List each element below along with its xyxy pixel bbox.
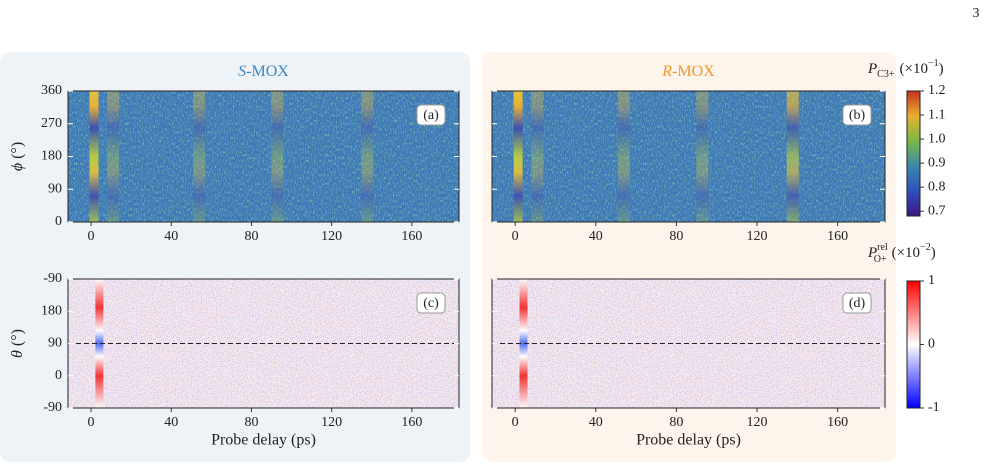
axis-unit: (°) [9,142,26,159]
x-tick-label: 40 [164,415,178,430]
title-suffix: -MOX [246,63,289,80]
stripe [617,91,630,222]
colorbar-tick-label: 1.2 [928,83,946,98]
cb-unit-end: ) [939,61,944,77]
panel-label-bg [416,104,446,126]
x-tick-label: 0 [88,415,95,430]
axis-symbol: ϕ [9,163,26,171]
y-tick-label: 270 [41,116,62,131]
colorbar-tick-label: 0.8 [928,179,946,194]
cb-subscript: O+ [874,254,887,265]
stripe [786,91,799,222]
y-tick-label: -90 [43,271,62,286]
x-tick-label: 40 [589,229,603,244]
column-title: R-MOX [661,63,715,80]
heatmap-noise [492,91,885,222]
heatmap [68,91,459,222]
x-tick-label: 80 [669,415,683,430]
cb-exponent: −2 [920,242,931,253]
colorbar-tick-label: 1.0 [928,131,946,146]
x-tick-label: 160 [401,415,422,430]
y-tick-label: 90 [48,336,62,351]
stripe [513,91,523,222]
cb-exponent: −1 [928,58,939,69]
colorbar-tick-label: 1.1 [928,107,946,122]
x-tick-label: 0 [512,229,519,244]
panel-label: (a) [423,108,439,123]
colorbar-tick-label: 1 [928,273,935,288]
x-tick-label: 80 [244,229,258,244]
x-tick-label: 120 [321,415,342,430]
column-title: S-MOX [238,63,289,80]
colorbar [906,280,921,409]
x-tick-label: 120 [321,229,342,244]
stripe [519,279,528,408]
colorbar [906,90,921,217]
axis-symbol: θ [9,350,26,358]
stripe [193,91,206,222]
axis-unit: (°) [9,329,26,346]
y-tick-label: 0 [55,214,62,229]
colorbar-title: Prel O+ (×10−2) [867,242,936,265]
stripe [89,91,99,222]
x-tick-label: 160 [401,229,422,244]
stripe [271,91,284,222]
y-tick-label: 180 [41,149,62,164]
x-tick-label: 40 [164,229,178,244]
x-tick-label: 40 [589,415,603,430]
panel-label-bg [842,292,872,314]
cb-subscript: C3+ [877,69,895,80]
y-tick-label: 180 [41,303,62,318]
cb-unit-end: ) [931,245,936,261]
page-number: 3 [973,6,980,21]
stripe [696,91,709,222]
panel-label: (d) [849,296,866,311]
y-tick-label: 0 [55,368,62,383]
cb-symbol: P [867,245,877,261]
colorbar-tick-label: 0.7 [928,203,946,218]
colorbar-tick-label: -1 [928,400,940,415]
y-tick-label: 360 [41,83,62,98]
cb-symbol: P [867,61,877,77]
title-prefix: R [661,63,672,80]
y-tick-label: -90 [43,400,62,415]
x-tick-label: 160 [827,415,848,430]
x-tick-label: 160 [827,229,848,244]
colorbar-tick-label: 0.9 [928,155,946,170]
stripe [531,91,544,222]
heatmap-noise [68,91,459,222]
cb-superscript: rel [877,242,888,253]
x-tick-label: 80 [669,229,683,244]
figure: S-MOX R-MOX(a)0 40 80 120 160090180270360ϕ(°)… [9,58,946,448]
x-tick-label: 0 [88,229,95,244]
title-suffix: -MOX [672,63,715,80]
cb-unit: (×10 [892,245,920,261]
x-tick-label: 120 [747,229,768,244]
y-tick-label: 90 [48,181,62,196]
colorbar-tick-label: 0 [928,337,935,352]
heatmap [492,91,885,222]
panel-label-bg [416,292,446,314]
y-axis-label: θ (°) [9,329,26,358]
cb-unit: (×10 [899,61,927,77]
stripe [361,91,374,222]
panel-label: (c) [423,296,439,311]
y-axis-label: ϕ (°) [9,142,26,171]
x-tick-label: 0 [512,415,519,430]
x-axis-label: Probe delay (ps) [636,432,741,449]
x-tick-label: 80 [244,415,258,430]
x-axis-label: Probe delay (ps) [211,432,316,449]
panel-label: (b) [849,108,866,123]
colorbar-title: PC3+ (×10−1) [867,58,944,80]
title-prefix: S [238,63,246,80]
panel-label-bg [842,104,872,126]
x-tick-label: 120 [747,415,768,430]
stripe [95,279,104,408]
stripe [107,91,120,222]
